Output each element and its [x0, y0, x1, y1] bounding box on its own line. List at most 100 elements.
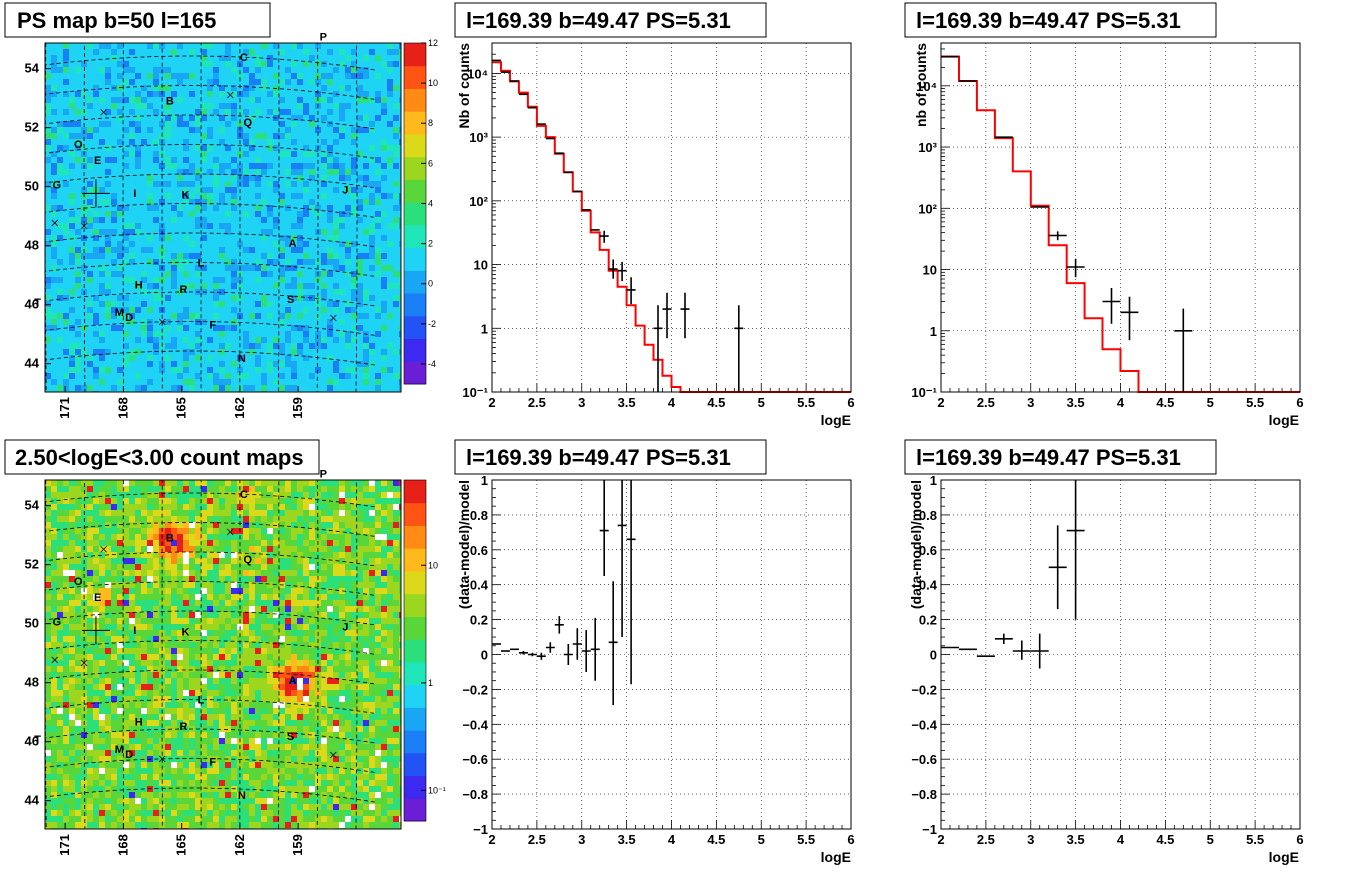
map-pixel [135, 492, 141, 498]
map-pixel [183, 540, 189, 546]
map-pixel [339, 558, 345, 564]
map-pixel [237, 79, 243, 85]
map-pixel [69, 349, 75, 355]
map-pixel [183, 157, 189, 163]
map-pixel [261, 570, 267, 576]
map-pixel [357, 181, 363, 187]
map-pixel [303, 600, 309, 606]
map-pixel [153, 582, 159, 588]
map-pixel [231, 241, 237, 247]
map-pixel [267, 600, 273, 606]
map-pixel [231, 295, 237, 301]
map-pixel [105, 534, 111, 540]
map-pixel [381, 49, 387, 55]
map-pixel [333, 367, 339, 373]
map-pixel [213, 600, 219, 606]
map-pixel [219, 349, 225, 355]
map-pixel [147, 325, 153, 331]
map-pixel [135, 480, 141, 486]
map-pixel [279, 265, 285, 271]
map-pixel [69, 594, 75, 600]
map-pixel [51, 271, 57, 277]
map-pixel [147, 504, 153, 510]
map-pixel [399, 349, 401, 355]
map-pixel [393, 241, 399, 247]
map-pixel [219, 367, 225, 373]
map-pixel [327, 193, 333, 199]
map-pixel [339, 205, 345, 211]
map-pixel [93, 151, 99, 157]
map-pixel [213, 247, 219, 253]
map-pixel [345, 205, 351, 211]
map-pixel [249, 67, 255, 73]
map-pixel [393, 145, 399, 151]
map-pixel [117, 265, 123, 271]
map-pixel [111, 235, 117, 241]
map-pixel [285, 516, 291, 522]
map-pixel [231, 49, 237, 55]
map-pixel [375, 301, 381, 307]
map-pixel [267, 67, 273, 73]
map-pixel [201, 301, 207, 307]
map-pixel [363, 319, 369, 325]
map-pixel [51, 510, 57, 516]
map-pixel [99, 79, 105, 85]
map-pixel [297, 516, 303, 522]
map-pixel [123, 385, 129, 391]
map-pixel [189, 127, 195, 133]
map-pixel [243, 199, 249, 205]
map-pixel [183, 576, 189, 582]
map-pixel [315, 127, 321, 133]
map-pixel [147, 169, 153, 175]
map-pixel [171, 379, 177, 385]
map-pixel [129, 145, 135, 151]
map-pixel [387, 235, 393, 241]
map-pixel [195, 594, 201, 600]
map-pixel [225, 229, 231, 235]
map-pixel [123, 594, 129, 600]
map-pixel [147, 480, 153, 486]
map-pixel [381, 343, 387, 349]
map-pixel [93, 235, 99, 241]
map-pixel [99, 612, 105, 618]
map-pixel [309, 576, 315, 582]
map-pixel [207, 361, 213, 367]
map-pixel [45, 91, 51, 97]
map-pixel [135, 295, 141, 301]
map-pixel [93, 241, 99, 247]
map-pixel [297, 295, 303, 301]
map-pixel [129, 289, 135, 295]
map-pixel [69, 582, 75, 588]
map-pixel [303, 498, 309, 504]
map-pixel [177, 271, 183, 277]
map-pixel [159, 295, 165, 301]
map-pixel [261, 480, 267, 486]
map-pixel [207, 486, 213, 492]
map-pixel [291, 546, 297, 552]
map-pixel [153, 486, 159, 492]
map-pixel [105, 546, 111, 552]
map-pixel [51, 109, 57, 115]
map-pixel [123, 211, 129, 217]
map-pixel [225, 367, 231, 373]
map-pixel [129, 600, 135, 606]
map-pixel [243, 133, 249, 139]
map-pixel [57, 373, 63, 379]
map-pixel [291, 145, 297, 151]
map-pixel [387, 109, 393, 115]
map-pixel [63, 43, 69, 49]
map-pixel [291, 498, 297, 504]
map-pixel [303, 67, 309, 73]
map-pixel [231, 109, 237, 115]
map-pixel [51, 540, 57, 546]
map-pixel [111, 486, 117, 492]
map-pixel [399, 253, 401, 259]
map-pixel [267, 49, 273, 55]
map-pixel [159, 289, 165, 295]
colorbar-segment [404, 247, 426, 271]
map-pixel [267, 241, 273, 247]
map-pixel [351, 169, 357, 175]
map-pixel [285, 43, 291, 49]
map-pixel [249, 187, 255, 193]
map-pixel [213, 367, 219, 373]
